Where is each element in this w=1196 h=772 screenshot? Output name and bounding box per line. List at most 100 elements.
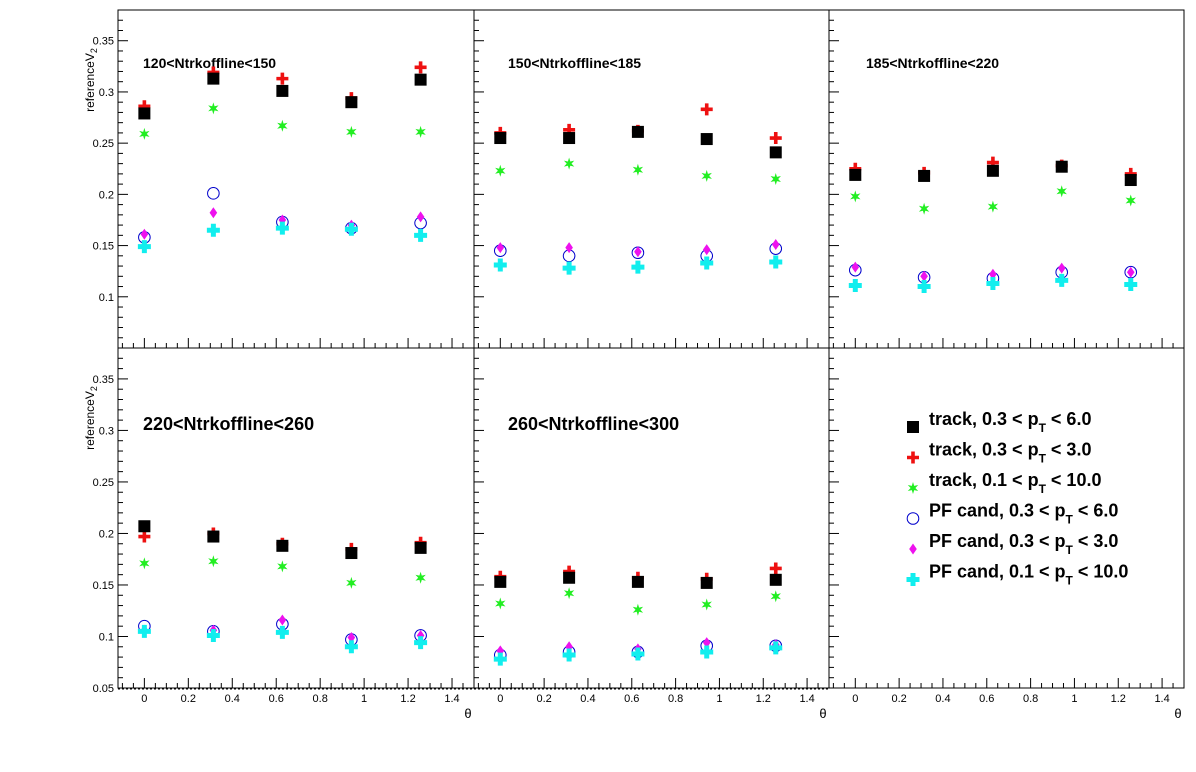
legend-label-post: < 6.0 (1046, 409, 1092, 429)
data-point-track_0p1_10 (770, 590, 781, 603)
panel-5: 0 0.2 0.4 0.6 0.8 1 1.2 1.4 θ 260<Ntrkoffline<300 (473, 347, 830, 721)
x-tick-label: 0.2 (536, 693, 551, 705)
data-point-pf_0p1_10 (344, 222, 358, 236)
x-tick-label: 1.4 (799, 693, 814, 705)
legend-label-pre: track, 0.3 < p (929, 409, 1039, 429)
y-axis-label-sub: 2 (89, 386, 99, 391)
data-point-pf_0p1_10 (206, 628, 220, 642)
y-tick-label: 0.25 (93, 477, 114, 489)
data-point-pf_0p3_3 (851, 261, 860, 273)
x-tick-label: 1.2 (1111, 693, 1126, 705)
x-tick-label: 0.6 (269, 693, 284, 705)
x-tick-label: 1 (1071, 693, 1077, 705)
data-point-track_0p3_6 (414, 73, 427, 86)
data-point-track_0p3_3 (207, 66, 220, 79)
panel-title: 120<Ntrkoffline<150 (143, 55, 276, 71)
data-point-track_0p3_6 (494, 132, 507, 145)
panel-title: 185<Ntrkoffline<220 (866, 55, 999, 71)
legend-label-sub: T (1039, 452, 1047, 466)
panel-title: 260<Ntrkoffline<300 (508, 414, 679, 434)
data-point-pf_0p3_3 (140, 228, 149, 240)
data-point-track_0p3_3 (563, 123, 576, 136)
data-point-track_0p3_6 (769, 146, 782, 159)
legend-label-post: < 3.0 (1073, 531, 1119, 551)
legend-label-sub: T (1039, 421, 1047, 435)
x-tick-label: 1 (716, 693, 722, 705)
data-point-pf_0p1_10 (137, 624, 151, 638)
data-point-track_0p1_10 (495, 597, 506, 610)
data-point-pf_0p3_3 (209, 207, 218, 219)
data-point-track_0p1_10 (415, 125, 426, 138)
data-point-track_0p3_6 (414, 541, 427, 554)
data-point-track_0p3_6 (1124, 174, 1137, 187)
data-point-pf_0p1_10 (848, 279, 862, 293)
data-point-track_0p3_6 (631, 125, 644, 138)
legend-label-pre: PF cand, 0.3 < p (929, 531, 1066, 551)
legend-label-post: < 10.0 (1073, 562, 1129, 582)
legend-label: PF cand, 0.1 < pT < 10.0 (929, 562, 1128, 588)
data-point-track_0p3_6 (849, 168, 862, 181)
y-tick-label: 0.1 (99, 631, 114, 643)
data-point-track_0p3_6 (276, 539, 289, 552)
data-point-track_0p3_6 (207, 530, 220, 543)
data-point-track_0p3_6 (700, 133, 713, 146)
data-point-track_0p3_3 (1124, 167, 1137, 180)
data-point-pf_0p3_3 (702, 637, 711, 649)
x-tick-label: 0 (852, 693, 858, 705)
data-point-pf_0p3_3 (416, 211, 425, 223)
y-axis-label: referenceV2 (83, 386, 99, 450)
legend-label-pre: PF cand, 0.3 < p (929, 501, 1066, 521)
data-point-pf_0p1_10 (206, 223, 220, 237)
y-tick-label: 0.05 (93, 683, 114, 695)
y-tick-label: 0.15 (93, 580, 114, 592)
legend-label-pre: track, 0.3 < p (929, 440, 1039, 460)
data-point-track_0p3_6 (631, 575, 644, 588)
legend-label: track, 0.3 < pT < 3.0 (929, 440, 1091, 466)
x-tick-label: 0.4 (225, 693, 240, 705)
x-axis-label: θ (464, 706, 471, 721)
data-point-track_0p1_10 (415, 571, 426, 584)
data-point-track_0p3_3 (849, 162, 862, 175)
legend-marker-track_0p3_6 (907, 421, 919, 433)
data-point-track_0p1_10 (495, 164, 506, 177)
data-point-track_0p3_6 (986, 164, 999, 177)
y-tick-label: 0.35 (93, 374, 114, 386)
data-point-pf_0p3_3 (278, 614, 287, 626)
legend-label: PF cand, 0.3 < pT < 6.0 (929, 501, 1118, 527)
data-point-pf_0p1_10 (344, 640, 358, 654)
legend-label-post: < 10.0 (1046, 470, 1102, 490)
data-point-track_0p3_3 (700, 103, 713, 116)
data-point-track_0p3_6 (563, 571, 576, 584)
data-point-pf_0p1_10 (414, 228, 428, 242)
data-point-track_0p1_10 (563, 587, 575, 600)
data-point-pf_0p1_10 (917, 280, 931, 294)
data-point-track_0p1_10 (139, 127, 150, 140)
data-point-track_0p1_10 (277, 560, 288, 573)
x-tick-label: 0.8 (668, 693, 683, 705)
x-tick-label: 1 (361, 693, 367, 705)
data-point-pf_0p1_10 (986, 276, 1000, 290)
data-point-track_0p3_6 (1055, 160, 1068, 173)
data-point-pf_0p3_3 (920, 270, 928, 282)
legend-label-pre: PF cand, 0.1 < p (929, 562, 1066, 582)
data-point-track_0p3_3 (276, 72, 289, 85)
legend-marker-pf_0p3_3 (909, 543, 917, 555)
data-point-track_0p3_6 (918, 169, 931, 182)
data-point-pf_0p1_10 (493, 652, 507, 666)
data-point-pf_0p1_10 (493, 258, 507, 272)
data-point-track_0p1_10 (701, 598, 712, 611)
x-tick-label: 1.2 (400, 693, 415, 705)
legend-marker-pf_0p1_10 (906, 573, 920, 586)
x-tick-label: 1.2 (756, 693, 771, 705)
data-point-pf_0p3_3 (989, 268, 997, 280)
y-tick-label: 0.2 (99, 189, 114, 201)
y-axis-label-main: referenceV (83, 53, 97, 112)
data-point-track_0p3_3 (769, 132, 782, 145)
legend-marker-track_0p1_10 (907, 482, 919, 494)
y-axis-label: referenceV2 (83, 48, 99, 112)
data-point-track_0p3_3 (138, 100, 151, 113)
data-point-track_0p1_10 (563, 157, 575, 170)
data-point-track_0p3_6 (207, 72, 220, 85)
legend-label-sub: T (1066, 513, 1074, 527)
data-point-track_0p1_10 (632, 603, 644, 616)
